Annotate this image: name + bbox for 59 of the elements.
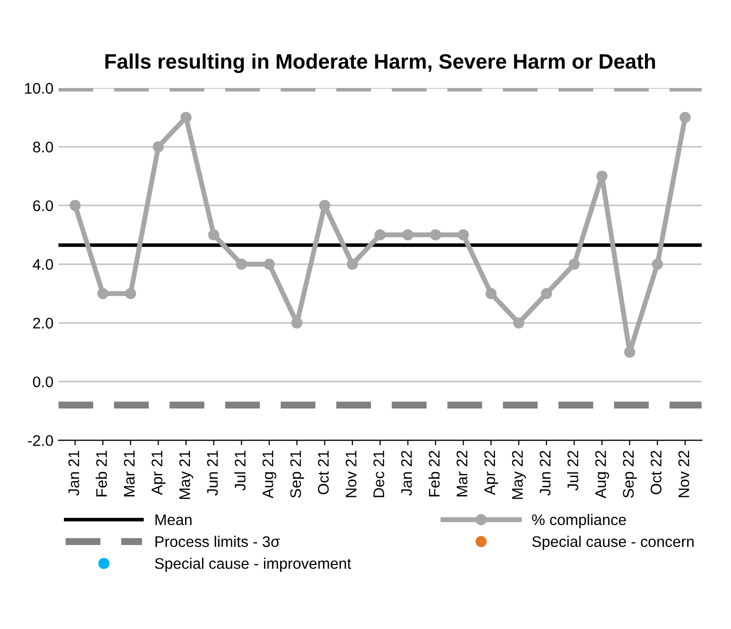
x-tick-label: Nov 21 bbox=[346, 450, 356, 498]
x-tick-label: Apr 22 bbox=[484, 450, 498, 495]
x-tick-label: Apr 21 bbox=[152, 450, 166, 495]
x-tick-label: Jan 21 bbox=[68, 450, 80, 496]
legend-label: Process limits - 3σ bbox=[156, 536, 280, 548]
x-tick-label: Sep 21 bbox=[290, 450, 304, 498]
legend-label: % compliance bbox=[532, 514, 626, 528]
x-tick-label: Feb 22 bbox=[428, 450, 440, 496]
x-tick-label: Jul 22 bbox=[567, 450, 578, 491]
point bbox=[97, 288, 108, 300]
x-tick-label: Feb 21 bbox=[96, 450, 107, 496]
point bbox=[208, 229, 220, 240]
point bbox=[458, 229, 469, 240]
x-tick-label: Aug 22 bbox=[595, 450, 610, 498]
point bbox=[596, 170, 608, 182]
x-tick-label: May 21 bbox=[179, 450, 194, 499]
point bbox=[346, 258, 358, 270]
point bbox=[485, 288, 497, 300]
x-tick-label: Jan 22 bbox=[401, 450, 412, 496]
x-tick-label: Nov 22 bbox=[678, 450, 690, 498]
legend-label: Mean bbox=[156, 514, 192, 526]
point bbox=[624, 346, 636, 358]
text: Special cause - improvement bbox=[154, 558, 352, 572]
x-tick-label: Jul 21 bbox=[234, 450, 246, 491]
point bbox=[374, 229, 386, 240]
x-tick-label: Mar 21 bbox=[124, 450, 135, 496]
point bbox=[291, 317, 302, 328]
point bbox=[152, 141, 164, 152]
chart-title: Falls resulting in Moderate Harm, Severe Harm or Death bbox=[105, 54, 655, 74]
y-tick-label: 2.0 bbox=[33, 318, 54, 329]
x-tick-label: Oct 22 bbox=[650, 450, 662, 494]
point bbox=[70, 200, 81, 212]
x-tick-label: Mar 22 bbox=[456, 450, 468, 496]
point bbox=[180, 112, 192, 123]
point bbox=[402, 229, 414, 240]
y-tick-label: 6.0 bbox=[33, 200, 54, 212]
text: Special cause - concern bbox=[532, 536, 694, 550]
x-tick-label: Oct 21 bbox=[318, 450, 329, 494]
y-tick-label: 4.0 bbox=[32, 259, 54, 270]
point bbox=[680, 112, 691, 123]
point bbox=[319, 200, 330, 212]
point bbox=[568, 258, 580, 270]
y-tick-label: -2.0 bbox=[28, 435, 54, 446]
x-tick-label: Aug 21 bbox=[262, 450, 276, 498]
x-tick-label: Dec 21 bbox=[373, 450, 384, 498]
y-tick-label: 8.0 bbox=[33, 142, 54, 152]
y-tick-label: 0.0 bbox=[32, 376, 54, 388]
x-tick-label: Jun 22 bbox=[540, 450, 551, 496]
point bbox=[264, 258, 275, 270]
x-tick-label: May 22 bbox=[512, 450, 526, 499]
point bbox=[513, 317, 524, 328]
point bbox=[652, 258, 663, 270]
point bbox=[125, 288, 136, 300]
x-tick-label: Sep 22 bbox=[622, 450, 637, 498]
y-tick-label: 10.0 bbox=[25, 82, 54, 94]
point bbox=[430, 229, 442, 240]
point bbox=[236, 258, 248, 270]
x-tick-label: Jun 21 bbox=[207, 450, 218, 496]
point bbox=[540, 288, 552, 300]
